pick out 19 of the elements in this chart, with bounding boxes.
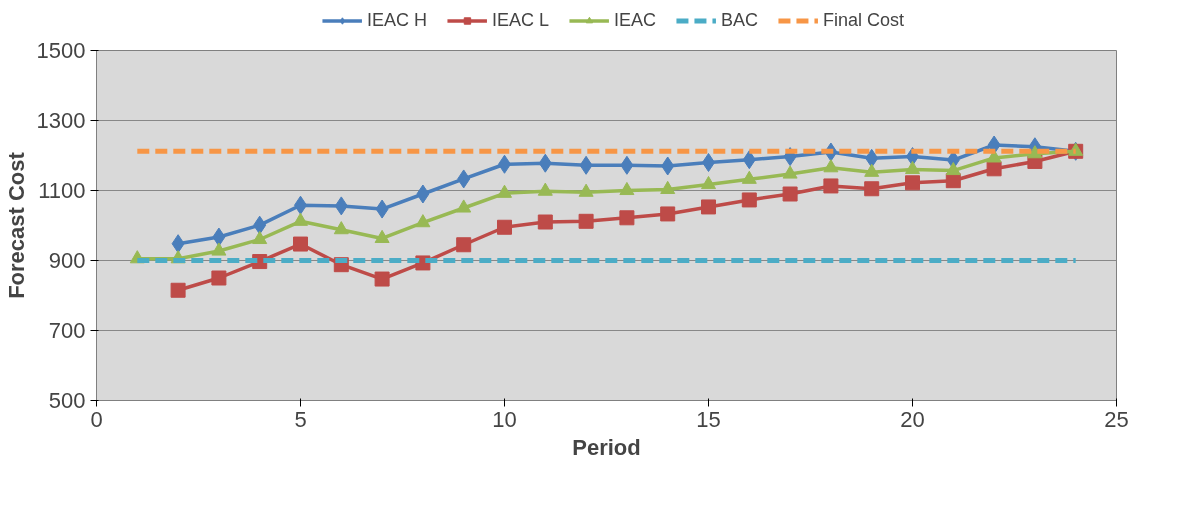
x-tick-label: 20 [900,406,925,432]
legend-label: IEAC [613,9,657,31]
x-tick-label: 5 [294,406,307,432]
x-tick-label: 25 [1104,406,1129,432]
x-axis-title: Period [572,434,641,460]
x-tick-label: 15 [696,406,721,432]
y-tick-label: 900 [48,248,86,273]
y-tick-label: 700 [48,318,86,343]
legend-label: BAC [721,9,759,31]
x-tick-label: 0 [90,406,103,432]
legend-label: IEAC H [366,9,427,31]
y-tick-label: 1100 [38,178,86,203]
legend-label: IEAC L [491,9,549,31]
y-axis-title: Forecast Cost [3,151,29,299]
y-tick-label: 500 [48,388,86,413]
y-tick-label: 1500 [36,38,86,63]
x-tick-label: 10 [492,406,517,432]
legend-label: Final Cost [823,9,905,31]
y-tick-label: 1300 [36,108,86,133]
